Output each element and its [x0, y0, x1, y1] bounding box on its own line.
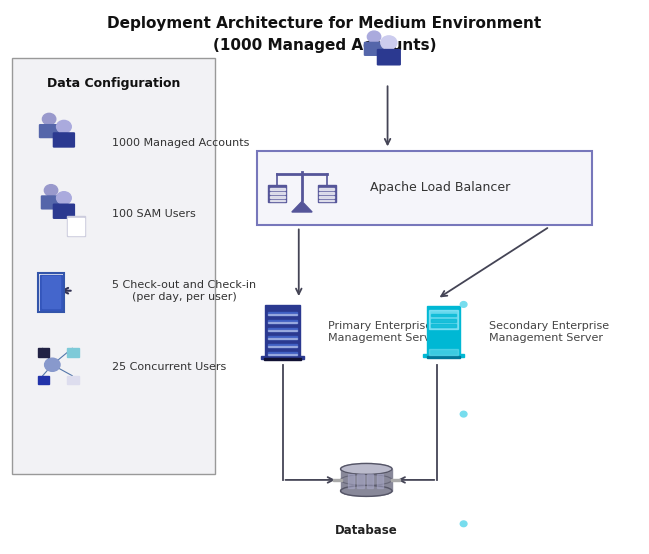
Text: Database: Database: [335, 524, 398, 537]
Circle shape: [460, 521, 467, 527]
Bar: [268, 330, 297, 331]
Text: 25 Concurrent Users: 25 Concurrent Users: [112, 362, 227, 372]
Bar: [319, 188, 334, 190]
Bar: [270, 192, 285, 194]
Bar: [268, 320, 297, 324]
Circle shape: [56, 120, 71, 133]
Circle shape: [460, 301, 467, 307]
Bar: [268, 185, 286, 202]
Text: Data Configuration: Data Configuration: [47, 77, 180, 90]
Ellipse shape: [341, 464, 392, 474]
Bar: [68, 218, 84, 235]
FancyBboxPatch shape: [363, 42, 384, 56]
Circle shape: [45, 358, 60, 371]
Circle shape: [381, 36, 397, 49]
FancyBboxPatch shape: [39, 124, 60, 138]
Bar: [38, 376, 49, 384]
FancyBboxPatch shape: [41, 195, 62, 209]
Circle shape: [367, 31, 381, 43]
Bar: [367, 474, 373, 488]
Bar: [42, 276, 60, 308]
Bar: [432, 325, 456, 327]
Bar: [427, 306, 460, 356]
Bar: [358, 474, 363, 488]
Circle shape: [44, 184, 58, 196]
Bar: [341, 469, 392, 491]
Bar: [268, 312, 297, 315]
Bar: [430, 310, 458, 329]
Bar: [348, 474, 354, 488]
Bar: [376, 474, 383, 488]
Bar: [268, 336, 297, 339]
FancyBboxPatch shape: [257, 151, 591, 225]
Bar: [67, 348, 79, 357]
Bar: [264, 358, 301, 360]
FancyBboxPatch shape: [53, 132, 75, 148]
Polygon shape: [292, 202, 312, 212]
Bar: [268, 352, 297, 355]
Bar: [318, 185, 336, 202]
Bar: [261, 356, 304, 359]
Bar: [38, 348, 49, 357]
Bar: [268, 338, 297, 339]
Text: 100 SAM Users: 100 SAM Users: [112, 209, 196, 219]
Bar: [67, 376, 79, 384]
Bar: [319, 192, 334, 194]
Bar: [268, 329, 297, 331]
Circle shape: [56, 192, 71, 204]
Bar: [391, 479, 400, 481]
FancyBboxPatch shape: [12, 58, 215, 474]
Bar: [268, 346, 297, 347]
Bar: [38, 273, 64, 311]
Bar: [333, 479, 342, 481]
Bar: [270, 196, 285, 198]
Bar: [38, 273, 64, 311]
Text: Deployment Architecture for Medium Environment: Deployment Architecture for Medium Envir…: [107, 17, 542, 32]
Bar: [268, 345, 297, 347]
Bar: [319, 200, 334, 202]
Bar: [427, 356, 460, 358]
Bar: [270, 188, 285, 190]
Bar: [432, 319, 456, 321]
Bar: [40, 275, 62, 310]
Circle shape: [42, 114, 56, 125]
Text: Secondary Enterprise
Management Server: Secondary Enterprise Management Server: [489, 321, 609, 342]
Bar: [270, 200, 285, 202]
Text: 1000 Managed Accounts: 1000 Managed Accounts: [112, 137, 249, 147]
FancyBboxPatch shape: [53, 203, 75, 219]
Bar: [67, 216, 85, 236]
Bar: [423, 354, 463, 357]
Ellipse shape: [341, 485, 392, 496]
Bar: [432, 314, 456, 316]
FancyBboxPatch shape: [377, 49, 401, 65]
Circle shape: [460, 411, 467, 417]
Text: Apache Load Balancer: Apache Load Balancer: [369, 181, 510, 194]
Text: (1000 Managed Accounts): (1000 Managed Accounts): [213, 38, 436, 53]
Bar: [265, 305, 300, 357]
Text: 5 Check-out and Check-in
(per day, per user): 5 Check-out and Check-in (per day, per u…: [112, 280, 256, 301]
Bar: [268, 314, 297, 315]
Bar: [268, 322, 297, 324]
Bar: [319, 196, 334, 198]
Text: Primary Enterprise
Management Server: Primary Enterprise Management Server: [328, 321, 442, 342]
Bar: [430, 349, 458, 355]
Bar: [268, 354, 297, 355]
